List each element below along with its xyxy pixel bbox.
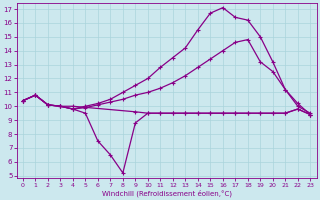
X-axis label: Windchill (Refroidissement éolien,°C): Windchill (Refroidissement éolien,°C) bbox=[101, 189, 232, 197]
